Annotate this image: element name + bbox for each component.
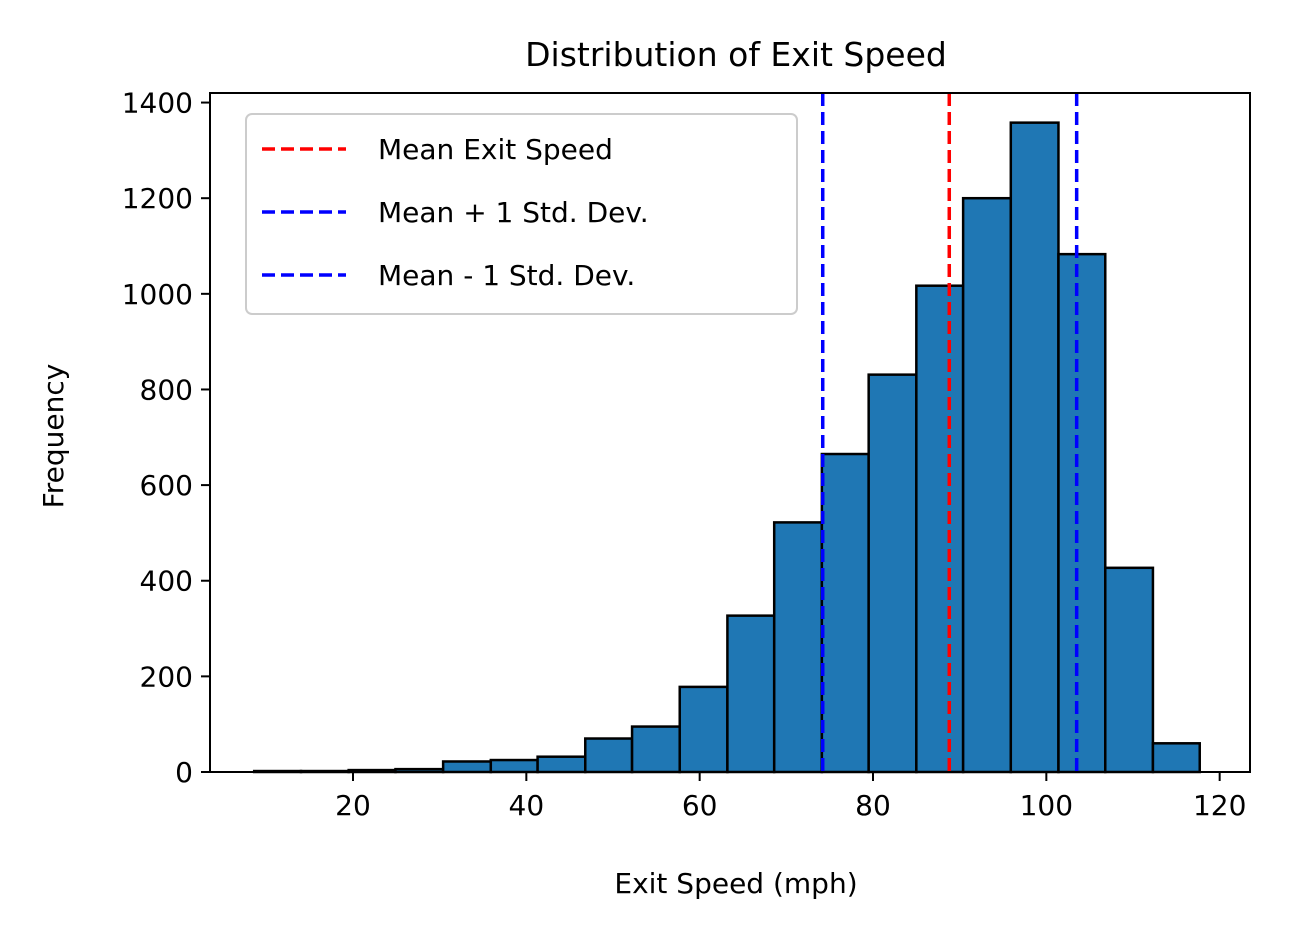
y-tick-label: 600 (140, 469, 193, 502)
histogram-bar (1057, 252, 1107, 774)
y-tick-label: 400 (140, 565, 193, 598)
y-tick-label: 1000 (122, 278, 193, 311)
histogram-bar (678, 685, 729, 774)
histogram-bar (1104, 566, 1155, 774)
x-axis-ticks: 20 40 60 80 100 120 (335, 772, 1246, 822)
y-tick-label: 1400 (122, 87, 193, 120)
histogram-bar (726, 614, 776, 774)
x-axis-label: Exit Speed (mph) (614, 867, 857, 900)
y-tick-label: 0 (175, 756, 193, 789)
legend-label: Mean - 1 Std. Dev. (378, 259, 635, 292)
histogram-bar (489, 758, 539, 774)
histogram-bar (772, 521, 824, 774)
x-tick-label: 60 (682, 789, 718, 822)
histogram-bar (867, 373, 918, 774)
legend: Mean Exit Speed Mean + 1 Std. Dev. Mean - … (245, 113, 798, 315)
y-axis-label: Frequency (37, 364, 70, 509)
y-axis-ticks: 0 200 400 600 800 1000 1200 1400 (122, 87, 210, 789)
histogram-bar (915, 284, 965, 774)
x-tick-label: 80 (855, 789, 891, 822)
plot-frame (209, 92, 1251, 773)
histogram-bar (1009, 121, 1060, 774)
histogram-bar (630, 725, 681, 774)
histogram-bar (584, 737, 634, 774)
histogram-bar (961, 196, 1013, 774)
histogram-bar (1151, 742, 1201, 774)
chart-title: Distribution of Exit Speed (525, 35, 947, 74)
x-tick-label: 40 (509, 789, 545, 822)
y-tick-label: 1200 (122, 182, 193, 215)
x-tick-label: 120 (1193, 789, 1246, 822)
x-tick-label: 20 (335, 789, 371, 822)
histogram-bar (820, 452, 870, 774)
legend-label: Mean + 1 Std. Dev. (378, 196, 649, 229)
x-tick-label: 100 (1020, 789, 1073, 822)
legend-box (245, 113, 798, 315)
histogram-bar (536, 755, 587, 774)
legend-label: Mean Exit Speed (378, 133, 613, 166)
y-tick-label: 200 (140, 660, 193, 693)
histogram-bar (441, 760, 493, 774)
y-tick-label: 800 (140, 373, 193, 406)
